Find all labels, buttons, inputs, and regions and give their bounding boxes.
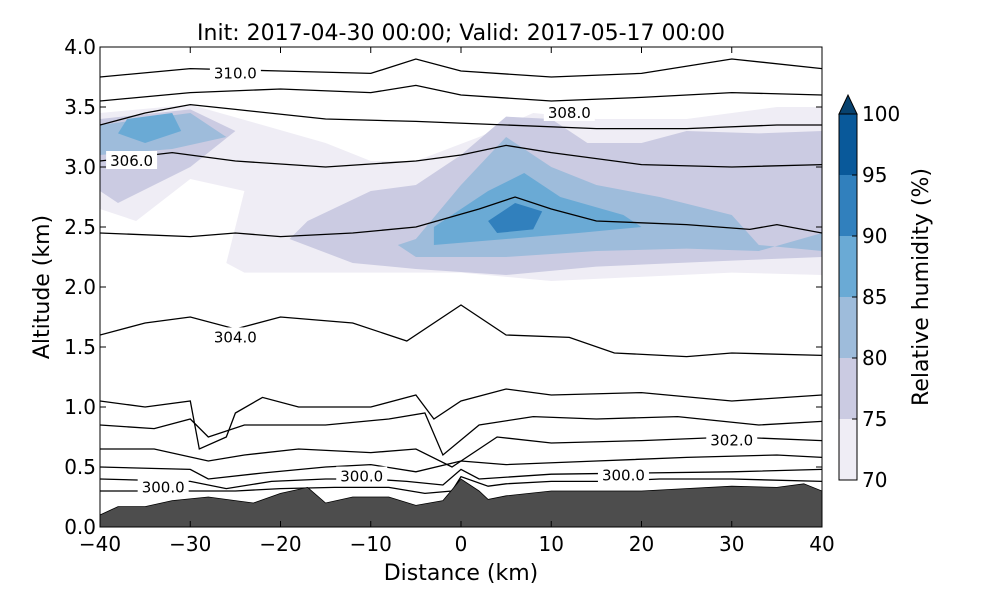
contour-label-2: 306.0 — [110, 152, 153, 170]
colorbar-bin-95 — [839, 114, 857, 175]
colorbar: 70 75 80 85 90 95 100 — [838, 93, 900, 492]
y-axis: 0.0 0.5 1.0 1.5 2.0 2.5 3.0 3.5 4.0 — [64, 35, 822, 539]
x-tick-label-7: 30 — [719, 532, 744, 556]
contour-label-bg-6 — [137, 477, 189, 496]
contour-label-bg-4 — [706, 430, 758, 449]
contour-label-3: 304.0 — [214, 328, 257, 346]
y-tick-label-7: 3.5 — [64, 95, 96, 119]
x-tick-label-4: 0 — [455, 532, 468, 556]
y-tick-label-4: 2.0 — [64, 275, 96, 299]
theta-contour-8 — [100, 144, 822, 168]
theta-contour-7 — [100, 196, 822, 238]
humidity-region-85-5 — [118, 113, 182, 143]
y-tick-label-1: 0.5 — [64, 455, 96, 479]
y-tick-label-6: 3.0 — [64, 155, 96, 179]
contour-label-bg-7 — [597, 465, 649, 484]
colorbar-bin-90 — [839, 175, 857, 236]
contour-label-bg-0 — [209, 63, 261, 82]
humidity-region-90-7 — [488, 203, 543, 233]
x-axis-label: Distance (km) — [384, 561, 539, 586]
colorbar-bin-80 — [839, 297, 857, 358]
x-axis: −40 −30 −20 −10 0 10 20 30 40 — [79, 47, 835, 556]
x-tick-label-1: −30 — [169, 532, 211, 556]
y-axis-label: Altitude (km) — [30, 215, 55, 359]
colorbar-tick-label-80: 80 — [862, 346, 887, 370]
x-tick-label-2: −20 — [259, 532, 301, 556]
colorbar-tick-label-95: 95 — [862, 163, 887, 187]
y-tick-label-2: 1.0 — [64, 395, 96, 419]
contour-label-5: 300.0 — [340, 468, 383, 486]
contour-label-layer: 310.0 308.0 306.0 304.0 302.0 300.0 300.0 300.0 — [106, 63, 758, 496]
contour-label-1: 308.0 — [548, 104, 591, 122]
theta-contour-3 — [100, 436, 822, 468]
colorbar-tick-label-90: 90 — [862, 224, 887, 248]
y-tick-label-8: 4.0 — [64, 35, 96, 59]
chart-title: Init: 2017-04-30 00:00; Valid: 2017-05-1… — [197, 21, 725, 46]
humidity-fill-layer — [100, 104, 822, 281]
x-tick-label-3: −10 — [350, 532, 392, 556]
contour-label-0: 310.0 — [214, 64, 257, 82]
colorbar-tick-label-70: 70 — [862, 468, 887, 492]
contour-label-bg-3 — [209, 327, 261, 346]
contour-label-6: 300.0 — [142, 478, 185, 496]
y-tick-label-3: 1.5 — [64, 335, 96, 359]
x-tick-label-8: 40 — [809, 532, 834, 556]
theta-contour-10 — [100, 84, 822, 102]
contour-label-bg-2 — [106, 151, 158, 169]
humidity-region-85-6 — [433, 173, 642, 245]
colorbar-label: Relative humidity (%) — [909, 168, 934, 406]
y-tick-label-0: 0.0 — [64, 515, 96, 539]
x-tick-label-6: 20 — [629, 532, 654, 556]
colorbar-tick-label-75: 75 — [862, 407, 887, 431]
theta-contour-4 — [100, 412, 822, 457]
y-tick-label-5: 2.5 — [64, 215, 96, 239]
x-tick-label-5: 10 — [539, 532, 564, 556]
contour-label-bg-1 — [543, 103, 595, 121]
colorbar-tick-label-85: 85 — [862, 285, 887, 309]
terrain-profile — [100, 478, 822, 527]
colorbar-bin-85 — [839, 236, 857, 297]
contour-label-bg-5 — [336, 466, 388, 485]
x-tick-label-0: −40 — [79, 532, 121, 556]
theta-contour-5 — [100, 388, 822, 450]
plot-area: 310.0 308.0 306.0 304.0 302.0 300.0 300.0 300.0 — [100, 58, 822, 527]
contour-label-4: 302.0 — [710, 432, 753, 450]
colorbar-bin-75 — [839, 358, 857, 419]
colorbar-extend-arrow — [838, 93, 858, 115]
contour-label-7: 300.0 — [602, 466, 645, 484]
terrain-layer — [100, 478, 822, 527]
colorbar-tick-label-100: 100 — [862, 102, 900, 126]
theta-contour-2 — [100, 454, 822, 480]
theta-contour-9 — [100, 103, 822, 130]
theta-contour-11 — [100, 58, 822, 78]
theta-contour-6 — [100, 304, 822, 358]
colorbar-bin-70 — [839, 419, 857, 480]
